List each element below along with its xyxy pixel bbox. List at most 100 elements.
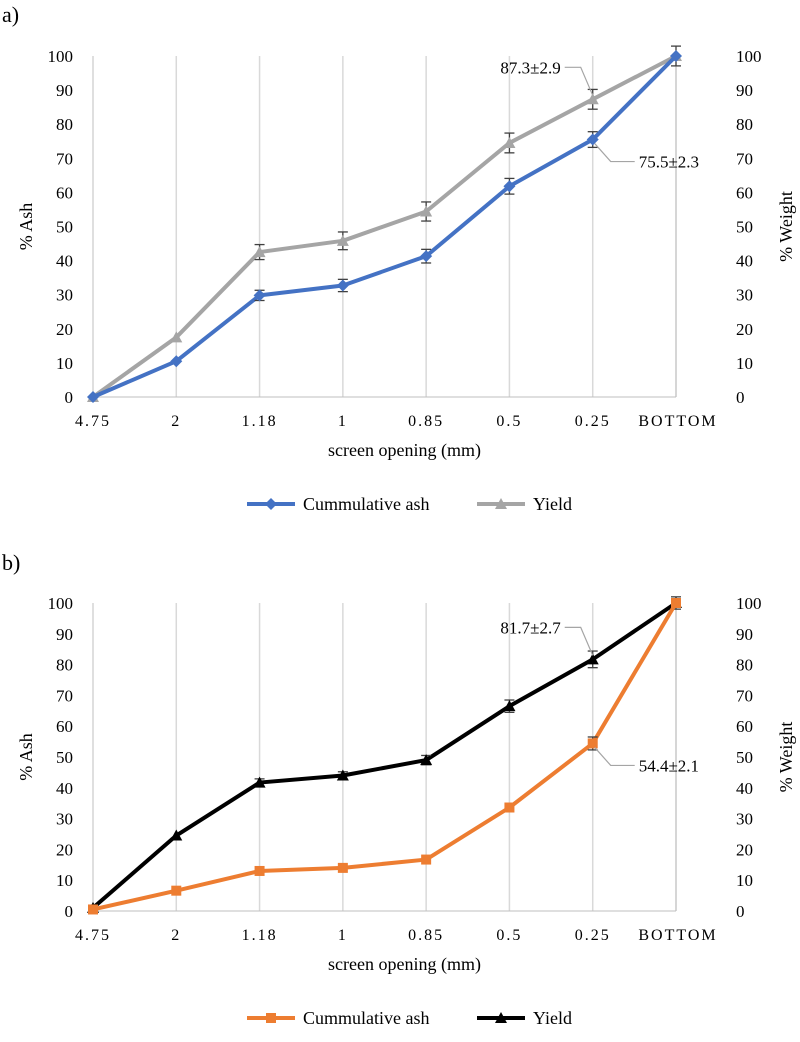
data-point xyxy=(336,769,349,781)
x-axis-title: screen opening (mm) xyxy=(328,954,481,975)
y-tick-label: 10 xyxy=(56,871,73,890)
data-point xyxy=(420,754,433,766)
y2-tick-label: 100 xyxy=(736,594,762,613)
x-tick-label: 2 xyxy=(171,413,181,430)
legend-label: Cummulative ash xyxy=(303,494,429,514)
y-axis-title: % Ash xyxy=(16,733,36,781)
y-tick-label: 90 xyxy=(56,81,73,100)
data-point xyxy=(170,355,183,368)
data-point xyxy=(253,246,266,258)
legend: Cummulative ash Yield xyxy=(247,1008,572,1028)
data-annotation: 81.7±2.7 xyxy=(500,618,561,637)
x-tick-label: 4.75 xyxy=(75,927,111,944)
data-point xyxy=(254,865,265,876)
x-tick-label: 0.85 xyxy=(408,413,444,430)
y2-tick-label: 90 xyxy=(736,625,753,644)
data-point xyxy=(253,289,266,302)
data-point xyxy=(420,250,433,263)
y2-tick-label: 0 xyxy=(736,388,745,407)
y2-tick-label: 80 xyxy=(736,656,753,675)
y-tick-label: 30 xyxy=(56,810,73,829)
legend: Cummulative ash Yield xyxy=(247,494,572,514)
y-tick-label: 80 xyxy=(56,656,73,675)
y-tick-label: 60 xyxy=(56,717,73,736)
legend-label: Cummulative ash xyxy=(303,1008,429,1028)
series-line xyxy=(91,601,678,910)
data-point xyxy=(586,653,599,665)
y-tick-label: 100 xyxy=(48,594,74,613)
y2-tick-label: 50 xyxy=(736,748,753,767)
data-point xyxy=(504,802,515,813)
y-tick-label: 100 xyxy=(48,47,74,66)
y2-tick-label: 10 xyxy=(736,871,753,890)
y2-tick-label: 60 xyxy=(736,717,753,736)
x-tick-label: 1 xyxy=(338,413,348,430)
y2-tick-label: 30 xyxy=(736,286,753,305)
x-tick-label: BOTTOM xyxy=(638,927,717,944)
data-point xyxy=(336,279,349,292)
data-point xyxy=(503,180,516,193)
y2-tick-label: 90 xyxy=(736,81,753,100)
legend-marker xyxy=(266,1013,276,1023)
x-tick-label: 0.25 xyxy=(575,927,611,944)
annotation-leader xyxy=(594,143,635,163)
y2-tick-label: 30 xyxy=(736,810,753,829)
x-tick-label: 1.18 xyxy=(242,927,278,944)
data-point xyxy=(170,331,183,343)
y2-tick-label: 10 xyxy=(736,354,753,373)
series-cummulative-ash xyxy=(87,50,682,403)
y-tick-label: 20 xyxy=(56,320,73,339)
y-tick-label: 60 xyxy=(56,183,73,202)
y2-tick-label: 50 xyxy=(736,218,753,237)
y-tick-label: 50 xyxy=(56,218,73,237)
y-tick-label: 80 xyxy=(56,115,73,134)
x-tick-label: BOTTOM xyxy=(638,413,717,430)
x-tick-label: 4.75 xyxy=(75,413,111,430)
data-point xyxy=(670,50,682,62)
data-point xyxy=(171,885,182,896)
legend-marker xyxy=(495,1012,507,1023)
data-point xyxy=(253,776,266,788)
y2-axis-title: % Weight xyxy=(776,191,796,262)
series-line xyxy=(92,54,678,399)
y2-tick-label: 20 xyxy=(736,840,753,859)
y2-tick-label: 60 xyxy=(736,183,753,202)
x-axis-title: screen opening (mm) xyxy=(328,440,481,461)
legend-label: Yield xyxy=(533,494,572,514)
y-tick-label: 0 xyxy=(65,902,74,921)
series-cummulative-ash xyxy=(88,598,681,915)
y2-tick-label: 20 xyxy=(736,320,753,339)
data-point xyxy=(87,391,99,403)
y-tick-label: 40 xyxy=(56,779,73,798)
y2-tick-label: 40 xyxy=(736,779,753,798)
series-line xyxy=(91,54,677,399)
x-tick-label: 0.5 xyxy=(496,927,522,944)
x-tick-label: 1 xyxy=(338,927,348,944)
x-tick-label: 1.18 xyxy=(242,413,278,430)
data-point xyxy=(421,854,432,865)
data-point xyxy=(503,700,516,712)
y-tick-label: 70 xyxy=(56,686,73,705)
data-point xyxy=(336,234,349,246)
x-tick-label: 0.5 xyxy=(496,413,522,430)
data-point xyxy=(586,133,599,146)
annotation-leader xyxy=(564,66,594,96)
y-tick-label: 20 xyxy=(56,840,73,859)
annotation-leader xyxy=(564,626,594,656)
data-point xyxy=(88,904,98,915)
y-tick-label: 70 xyxy=(56,149,73,168)
series-line xyxy=(92,601,678,912)
annotation-leader xyxy=(594,747,635,767)
data-annotation: 75.5±2.3 xyxy=(639,153,699,172)
data-point xyxy=(337,862,348,873)
chart-panel-a: a) 0 0 10 10 20 20 30 30 40 40 50 50 60 60 70 70 80 80 90 90… xyxy=(2,2,796,514)
y2-tick-label: 70 xyxy=(736,149,753,168)
y-tick-label: 40 xyxy=(56,252,73,271)
panel-label: a) xyxy=(2,2,19,27)
y-tick-label: 30 xyxy=(56,286,73,305)
y-tick-label: 10 xyxy=(56,354,73,373)
data-point xyxy=(170,829,183,841)
series-yield xyxy=(87,45,682,402)
data-annotation: 54.4±2.1 xyxy=(639,756,699,775)
